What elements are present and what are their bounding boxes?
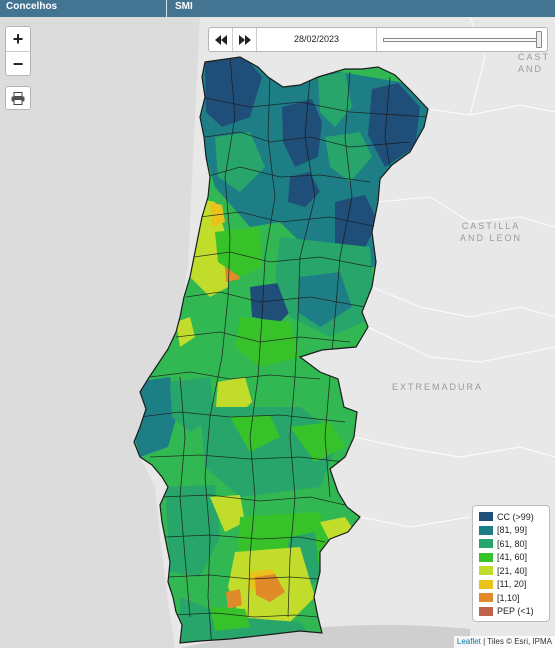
zoom-out-button[interactable]: − [6,51,30,75]
legend-swatch [479,606,493,616]
header-bar: Concelhos SMI [0,0,555,17]
legend-label: PEP (<1) [497,606,534,617]
legend-item: [81, 99] [479,524,544,538]
legend-item: [21, 40] [479,564,544,578]
rewind-button[interactable] [209,28,233,51]
legend-swatch [479,579,493,589]
region-label-castilla-leon: CASTILLA AND LEON [460,220,522,244]
legend-label: [61, 80] [497,538,528,549]
layer-header-smi[interactable]: SMI [175,1,193,12]
legend-swatch [479,552,493,562]
fast-forward-icon [238,34,251,45]
time-slider-thumb[interactable] [536,31,542,48]
region-label-castilla-north: CAST AND [518,51,550,75]
legend-item: CC (>99) [479,510,544,524]
time-control: 28/02/2023 [208,27,548,52]
legend-swatch [479,566,493,576]
region-label-extremadura: EXTREMADURA [392,381,483,393]
municipal-boundaries [139,57,428,643]
legend-swatch [479,593,493,603]
legend-swatch [479,512,493,522]
attribution: Leaflet | Tiles © Esri, IPMA [453,636,555,648]
attribution-text: | Tiles © Esri, IPMA [480,637,552,646]
spanish-border-lines [353,17,555,528]
legend-label: [41, 60] [497,552,528,563]
legend-swatch [479,525,493,535]
time-slider-track[interactable] [383,38,539,42]
legend-item: [1,10] [479,591,544,605]
time-slider[interactable] [377,28,547,51]
legend-label: [11, 20] [497,579,527,590]
region-label-castilla-leon-text: CASTILLA AND LEON [460,221,523,243]
map-area[interactable]: CAST AND CASTILLA AND LEON EXTREMADURA [0,17,555,648]
legend-label: [81, 99] [497,525,528,536]
rewind-icon [214,34,227,45]
fast-forward-button[interactable] [233,28,257,51]
legend-swatch [479,539,493,549]
region-label-castilla-north-text: CAST AND [518,52,551,74]
layer-header-concelhos[interactable]: Concelhos [0,0,167,17]
zoom-control: + − [5,26,31,76]
map-canvas [0,17,555,648]
legend-item: [11, 20] [479,578,544,592]
region-label-extremadura-text: EXTREMADURA [392,382,484,392]
legend-label: [21, 40] [497,565,528,576]
current-date: 28/02/2023 [257,28,377,51]
legend-label: [1,10] [497,592,520,603]
print-icon [11,91,25,105]
legend-item: [61, 80] [479,537,544,551]
legend-item: [41, 60] [479,551,544,565]
legend-item: PEP (<1) [479,605,544,619]
zoom-in-button[interactable]: + [12,29,24,49]
print-button[interactable] [5,86,31,110]
legend-label: CC (>99) [497,511,534,522]
legend: CC (>99) [81, 99] [61, 80] [41, 60] [21, 40]… [472,505,550,622]
leaflet-link[interactable]: Leaflet [456,637,481,646]
